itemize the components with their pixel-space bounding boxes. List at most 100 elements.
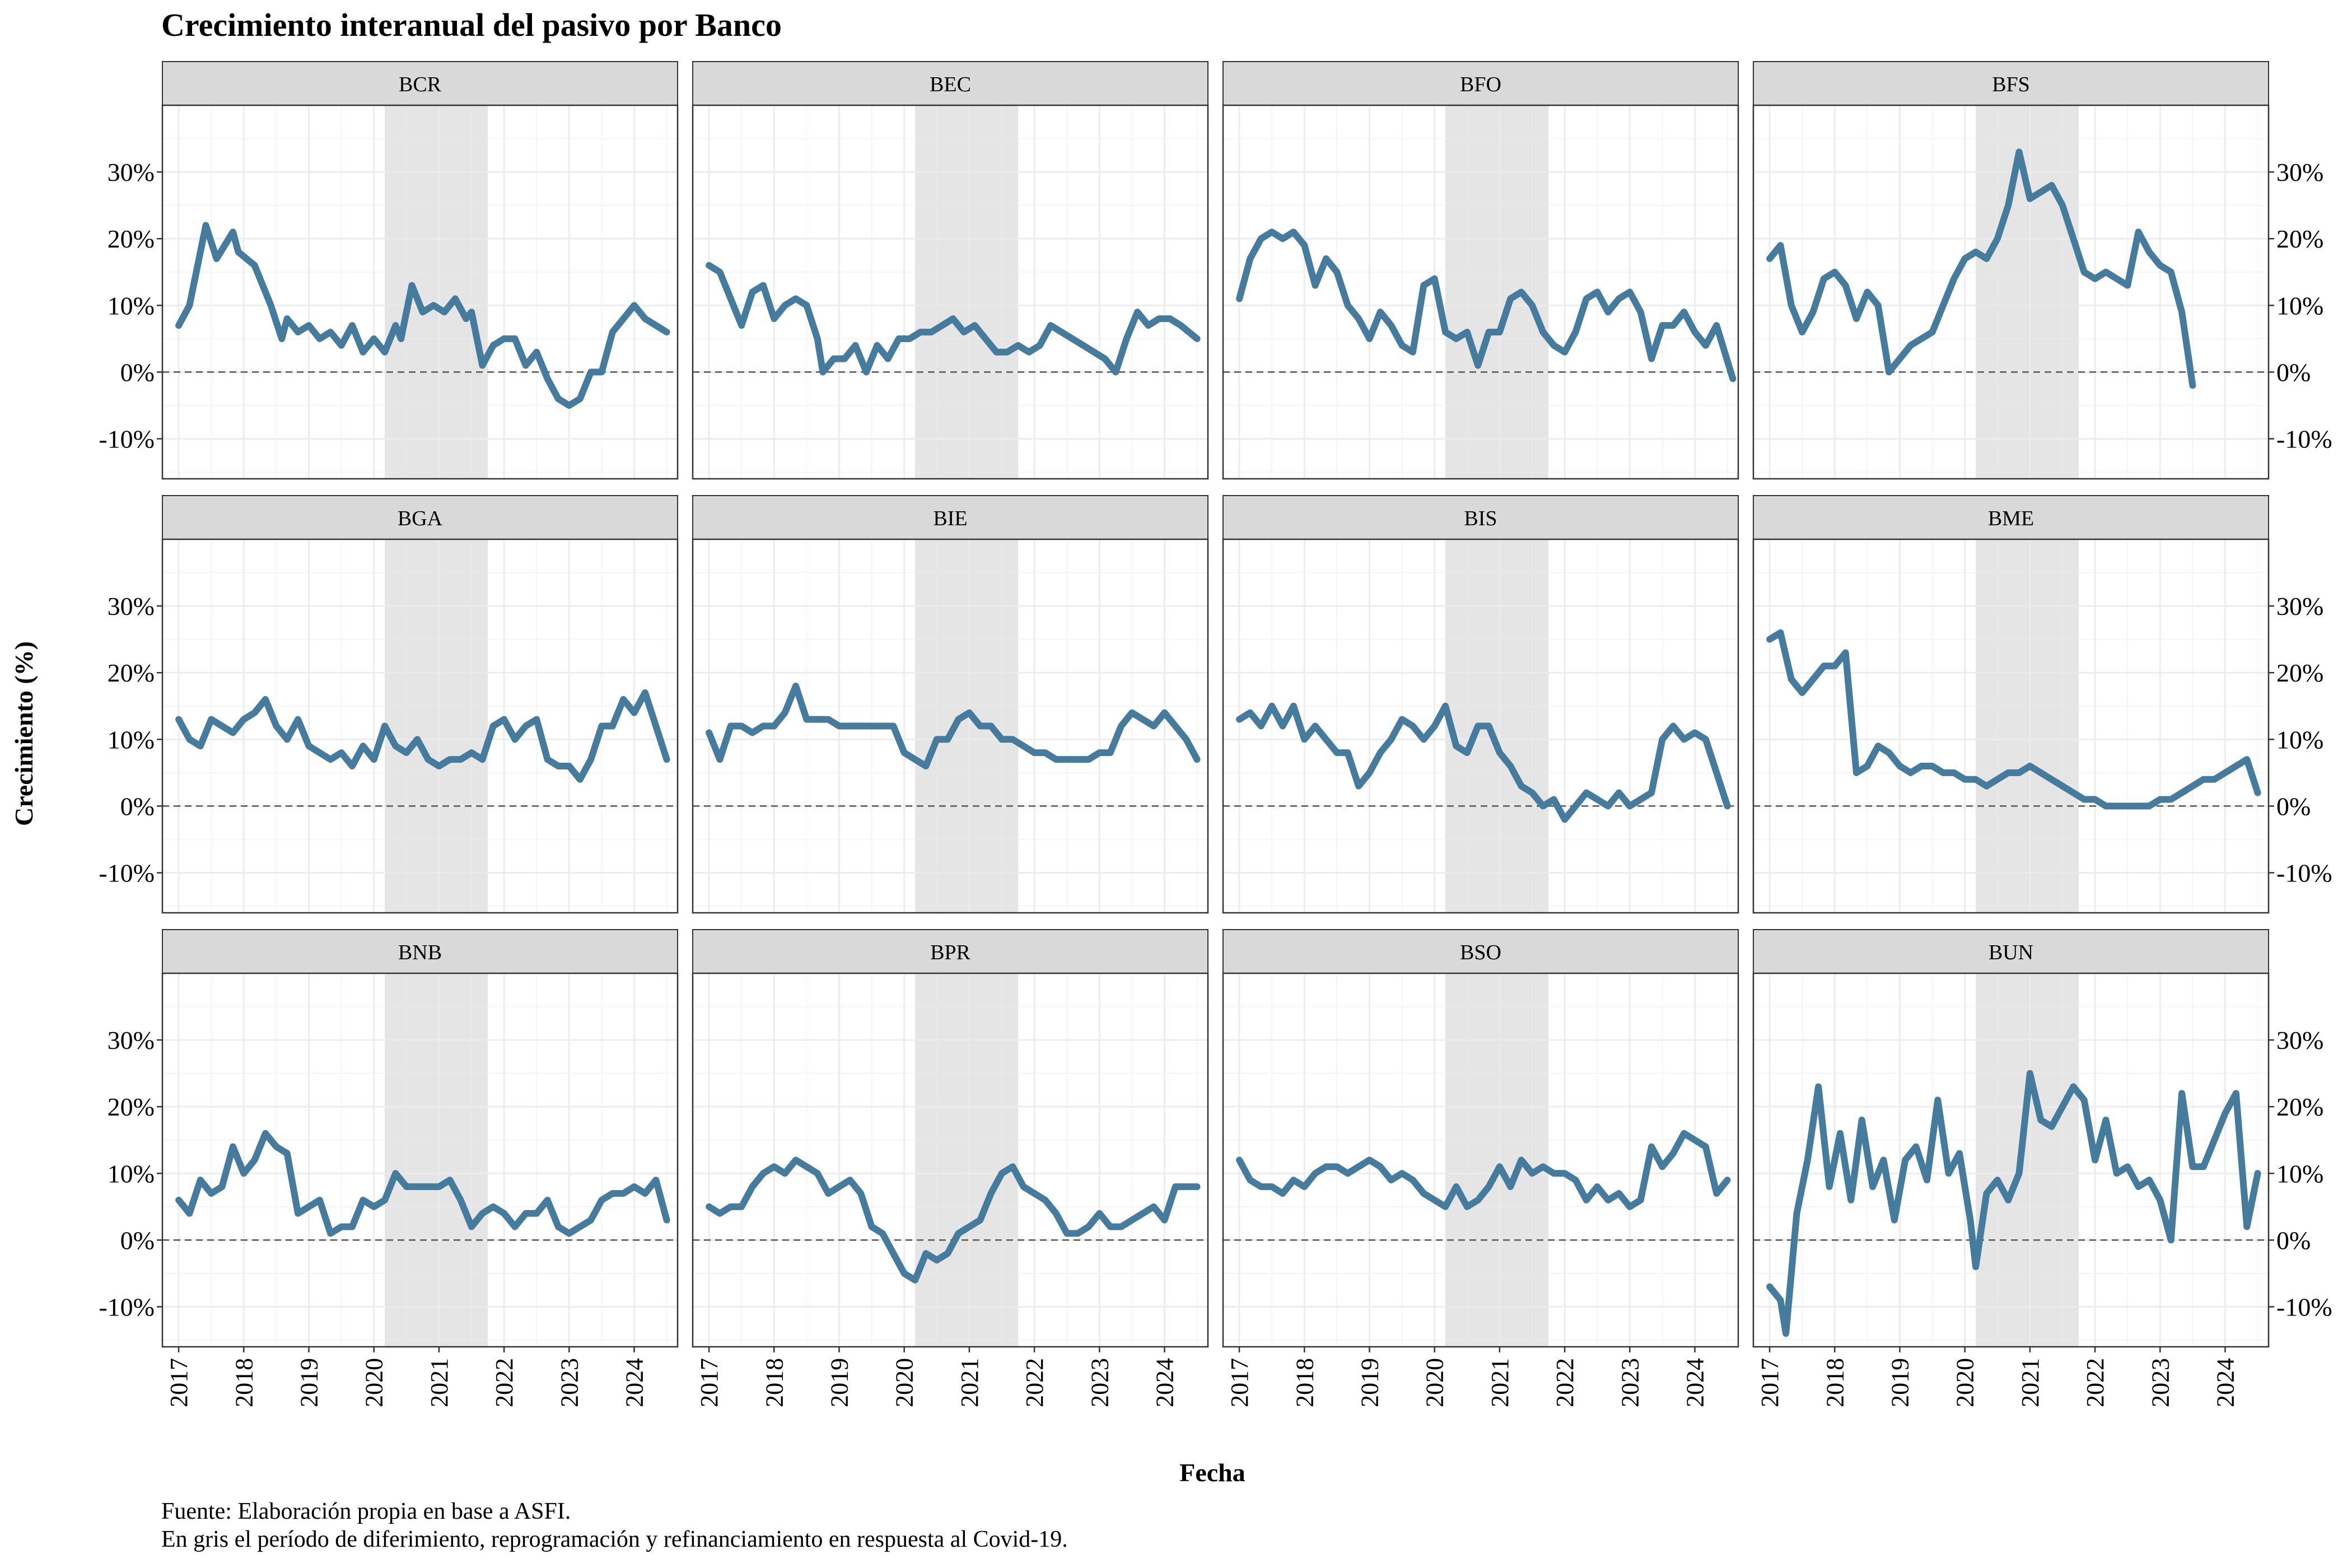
panel-bcr: BCR -10% 0% 10% 20% 30% [99, 61, 679, 480]
series-line-bfo [1236, 228, 1737, 382]
y-tick-label: 30% [108, 1026, 155, 1054]
x-tick-label: 2018 [1291, 1358, 1318, 1407]
y-tick-label: 30% [2276, 1026, 2323, 1054]
panel-bis: BIS [1222, 495, 1739, 914]
panel-bso: BSO 2017 2018 2019 2020 2021 2022 2023 2024 [1222, 929, 1739, 1407]
x-tick-label: 2018 [230, 1358, 258, 1407]
covid-shaded-period [1976, 973, 2079, 1347]
y-tick-label: 30% [2276, 158, 2323, 186]
panel-bie: BIE [692, 495, 1209, 914]
x-axis-label: Fecha [1179, 1458, 1245, 1487]
panel-border [1752, 972, 2270, 1348]
x-tick-label: 2022 [1551, 1358, 1579, 1407]
x-tick-label: 2017 [165, 1358, 193, 1407]
panel-border [692, 972, 1209, 1348]
y-tick-label: 20% [2276, 1093, 2323, 1121]
x-tick-label: 2019 [1356, 1358, 1383, 1407]
facet-label: BFS [1992, 73, 2030, 96]
facet-label: BIS [1464, 507, 1497, 530]
facet-strip [692, 495, 1208, 540]
facet-label: BGA [398, 507, 443, 530]
covid-shaded-period [1445, 539, 1549, 913]
y-tick-label: -10% [2276, 859, 2332, 888]
y-tick-label: -10% [99, 425, 155, 454]
facet-grid: BCR -10% 0% 10% 20% 30% BEC BFO BFS -10% 0% 10% 20% 3… [99, 61, 2332, 1407]
x-tick-label: 2017 [696, 1358, 723, 1407]
y-tick-label: 0% [120, 792, 155, 820]
x-tick-label: 2020 [1421, 1358, 1449, 1407]
y-tick-label: 30% [108, 158, 155, 186]
covid-shaded-period [915, 973, 1019, 1347]
series-line-bso [1236, 1130, 1731, 1210]
y-tick-label: 10% [2276, 1159, 2323, 1188]
series-line-bun [1766, 1070, 2261, 1337]
y-tick-label: 0% [120, 1226, 155, 1254]
panel-bnb: BNB -10% 0% 10% 20% 30% 2017 2018 2019 2020 2021 20… [99, 929, 679, 1407]
x-tick-label: 2022 [2082, 1358, 2109, 1407]
facet-strip [692, 929, 1208, 974]
y-tick-label: 20% [108, 659, 155, 687]
facet-strip [1222, 61, 1739, 106]
y-tick-label: 0% [2276, 1226, 2311, 1254]
facet-label: BNB [398, 941, 442, 964]
x-tick-label: 2022 [491, 1358, 518, 1407]
y-tick-label: -10% [99, 1293, 155, 1322]
y-tick-label: -10% [2276, 425, 2332, 454]
y-tick-label: -10% [99, 859, 155, 888]
y-tick-label: 0% [2276, 792, 2311, 820]
x-tick-label: 2019 [1886, 1358, 1914, 1407]
facet-label: BUN [1989, 941, 2033, 964]
x-tick-label: 2021 [426, 1358, 453, 1407]
panel-border [1752, 538, 2270, 914]
covid-shaded-period [915, 539, 1019, 913]
x-tick-label: 2021 [956, 1358, 983, 1407]
covid-shaded-period [1976, 539, 2079, 913]
caption-note: En gris el período de diferimiento, repr… [161, 1527, 1068, 1552]
facet-label: BEC [930, 73, 971, 96]
facet-strip [1753, 929, 2269, 974]
y-tick-label: 0% [2276, 358, 2311, 386]
facet-label: BFO [1460, 73, 1501, 96]
series-line-bcr [175, 222, 670, 409]
facet-label: BME [1988, 507, 2034, 530]
x-tick-label: 2023 [556, 1358, 583, 1407]
series-line-bis [1236, 702, 1731, 823]
x-tick-label: 2021 [1486, 1358, 1514, 1407]
x-tick-label: 2019 [825, 1358, 853, 1407]
covid-shaded-period [385, 539, 488, 913]
covid-shaded-period [1445, 973, 1549, 1347]
series-line-bnb [175, 1130, 670, 1237]
panel-border [161, 104, 679, 480]
panel-bun: BUN -10% 0% 10% 20% 30% 2017 2018 2019 2020 2021 20… [1752, 929, 2332, 1407]
y-tick-label: 30% [2276, 592, 2323, 620]
facet-strip [1753, 61, 2269, 106]
panel-border [161, 972, 679, 1348]
covid-shaded-period [1445, 105, 1549, 479]
facet-strip [1753, 495, 2269, 540]
y-tick-label: 20% [108, 1093, 155, 1121]
chart-title: Crecimiento interanual del pasivo por Ba… [161, 7, 782, 43]
y-tick-label: 10% [108, 1159, 155, 1188]
x-tick-label: 2020 [361, 1358, 388, 1407]
facet-label: BIE [933, 507, 967, 530]
x-tick-label: 2022 [1021, 1358, 1048, 1407]
y-tick-label: 20% [108, 225, 155, 253]
facet-strip [692, 61, 1208, 106]
y-tick-label: 10% [108, 725, 155, 754]
facet-label: BCR [399, 73, 442, 96]
y-tick-label: 20% [2276, 225, 2323, 253]
panel-bfo: BFO [1222, 61, 1739, 480]
panel-border [1752, 104, 2270, 480]
y-tick-label: 10% [108, 291, 155, 320]
x-tick-label: 2018 [1821, 1358, 1849, 1407]
covid-shaded-period [1976, 105, 2079, 479]
y-tick-label: 0% [120, 358, 155, 386]
series-line-bme [1766, 629, 2261, 810]
series-line-bpr [706, 1156, 1201, 1284]
y-tick-label: 20% [2276, 659, 2323, 687]
x-tick-label: 2020 [891, 1358, 918, 1407]
x-tick-label: 2020 [1952, 1358, 1979, 1407]
x-tick-label: 2021 [2017, 1358, 2044, 1407]
facet-strip [1222, 495, 1739, 540]
